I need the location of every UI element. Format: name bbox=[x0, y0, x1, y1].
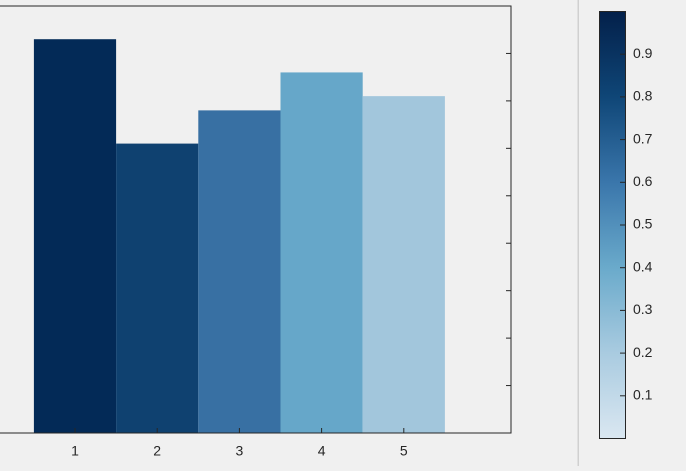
bar bbox=[198, 110, 281, 433]
x-tick-label: 1 bbox=[71, 443, 79, 459]
colorbar-panel bbox=[579, 0, 686, 466]
bar bbox=[116, 143, 199, 434]
colorbar-tick-label: 0.3 bbox=[633, 301, 653, 317]
x-tick-label: 3 bbox=[236, 443, 244, 459]
colorbar-tick-label: 0.5 bbox=[633, 216, 653, 232]
colorbar-tick-label: 0.9 bbox=[633, 45, 653, 61]
colorbar-tick-label: 0.2 bbox=[633, 344, 653, 360]
x-tick-label: 2 bbox=[153, 443, 161, 459]
colorbar-tick-label: 0.4 bbox=[633, 258, 653, 274]
colorbar-tick-label: 0.1 bbox=[633, 387, 653, 403]
colorbar-tick-label: 0.6 bbox=[633, 173, 653, 189]
colorbar-tick-label: 0.8 bbox=[633, 88, 653, 104]
axes bbox=[0, 5, 512, 434]
bar bbox=[33, 39, 117, 433]
colorbar-tick-label: 0.7 bbox=[633, 130, 653, 146]
x-tick-label: 5 bbox=[400, 443, 408, 459]
x-tick-label: 4 bbox=[318, 443, 326, 459]
bar bbox=[280, 72, 363, 433]
bar bbox=[362, 96, 445, 434]
